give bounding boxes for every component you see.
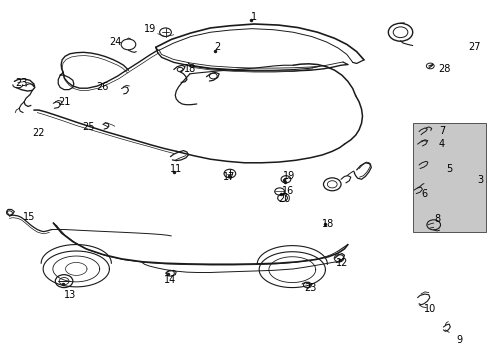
Text: 15: 15 — [23, 212, 35, 221]
Text: 23: 23 — [304, 283, 316, 293]
Text: 27: 27 — [468, 42, 480, 52]
Text: 10: 10 — [423, 304, 435, 314]
Text: 11: 11 — [170, 164, 182, 174]
Text: 19: 19 — [283, 171, 295, 181]
Text: 26: 26 — [96, 82, 108, 92]
Text: 21: 21 — [58, 97, 70, 107]
Text: 20: 20 — [278, 194, 290, 204]
Text: 7: 7 — [438, 126, 444, 135]
Text: 5: 5 — [445, 164, 451, 174]
Text: 22: 22 — [32, 129, 45, 138]
Text: 19: 19 — [143, 24, 156, 35]
Text: 18: 18 — [322, 219, 334, 229]
Text: 14: 14 — [164, 275, 176, 285]
Text: 24: 24 — [109, 37, 121, 47]
Text: 16: 16 — [282, 186, 294, 197]
Text: 9: 9 — [455, 334, 461, 345]
Text: 25: 25 — [82, 122, 95, 132]
Text: 17: 17 — [222, 172, 235, 182]
Text: 12: 12 — [335, 258, 347, 268]
Text: 3: 3 — [476, 175, 483, 185]
Text: 1: 1 — [251, 12, 257, 22]
Text: 2: 2 — [214, 42, 221, 52]
Text: 8: 8 — [433, 215, 439, 224]
Text: 28: 28 — [437, 64, 449, 74]
Text: 6: 6 — [421, 189, 427, 199]
Text: 23: 23 — [15, 78, 27, 88]
Text: 4: 4 — [438, 139, 444, 149]
FancyBboxPatch shape — [412, 123, 485, 232]
Text: 13: 13 — [64, 291, 77, 301]
Text: 18: 18 — [183, 64, 196, 74]
